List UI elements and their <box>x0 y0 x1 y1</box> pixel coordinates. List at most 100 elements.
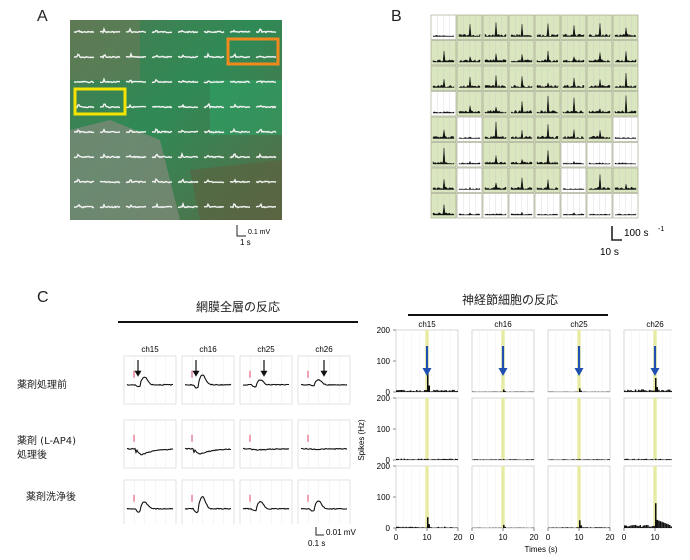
histogram-bar <box>565 527 567 528</box>
histogram-bar <box>400 458 403 460</box>
histogram-bar <box>436 459 438 460</box>
histogram-bar <box>625 391 627 392</box>
histogram-bar <box>563 459 565 460</box>
scale-time: 1 s <box>240 238 251 247</box>
y-tick-label: 100 <box>377 357 391 366</box>
histogram-bar <box>551 459 553 460</box>
histogram-bar <box>661 521 663 528</box>
rate-trace <box>458 160 481 165</box>
histogram-bar <box>653 390 655 392</box>
histogram-bar <box>625 458 627 460</box>
histogram-bar <box>561 527 564 528</box>
histogram-bar <box>408 390 410 392</box>
histogram-bar <box>397 526 399 528</box>
electrode-trace <box>74 53 95 59</box>
histogram-bar <box>400 527 403 528</box>
rate-trace <box>536 213 559 216</box>
highlight-box-yellow <box>73 87 127 116</box>
electrode-trace <box>125 154 147 159</box>
histogram-bar <box>662 390 665 392</box>
histogram-bar <box>636 391 638 392</box>
rate-trace <box>510 54 533 63</box>
electrode-trace <box>230 103 251 109</box>
histogram-bar <box>396 526 398 528</box>
histogram-bar <box>639 390 641 392</box>
histogram-bar <box>588 459 590 460</box>
histogram-bar <box>631 391 634 392</box>
histogram-bar <box>414 391 417 392</box>
erg-subpanel <box>181 479 235 524</box>
histogram-bar <box>513 459 516 460</box>
histogram-bar <box>440 527 443 528</box>
electrode-trace <box>255 55 277 59</box>
histogram-bar <box>448 527 451 528</box>
histogram-bar <box>577 459 579 460</box>
histogram-bar <box>579 388 581 392</box>
histogram-bar <box>641 526 643 528</box>
histogram-bar <box>572 459 575 460</box>
histogram-bar <box>414 526 417 528</box>
histogram-bar <box>627 389 629 392</box>
electrode-trace <box>229 178 251 184</box>
erg-channel-label: ch25 <box>257 345 275 354</box>
erg-panels: ch15 ch16 ch25 ch26 <box>123 345 351 524</box>
histogram-bar <box>417 527 420 528</box>
histogram-bar <box>641 389 643 392</box>
histogram-bar <box>577 527 579 528</box>
electrode-trace <box>177 129 199 134</box>
histogram-bar <box>665 459 668 460</box>
erg-waveform <box>126 501 174 513</box>
histogram-bar <box>413 459 415 460</box>
histogram-bar <box>530 459 533 460</box>
electrode-trace <box>229 80 251 84</box>
electrode-trace <box>203 154 225 159</box>
histogram-bar <box>419 527 421 528</box>
histogram-bar <box>662 522 665 528</box>
scale-time: 0.1 s <box>308 539 325 548</box>
histogram-bar <box>648 389 651 392</box>
histogram-bar <box>419 390 421 392</box>
erg-title-underline <box>118 321 358 323</box>
response-arrow-head <box>650 368 660 376</box>
rate-trace <box>588 130 611 139</box>
histogram-bar <box>580 525 582 528</box>
scale-voltage: 0.01 mV <box>326 528 356 537</box>
histogram-bar <box>431 459 434 460</box>
y-tick-label: 200 <box>377 462 391 471</box>
panel-a-scale-bar: 1 s 0.1 mV <box>236 225 271 247</box>
y-tick-label: 200 <box>377 394 391 403</box>
histogram-bar <box>408 526 410 528</box>
histogram-bar <box>439 459 441 460</box>
histogram-bar <box>664 523 666 528</box>
histogram-bar <box>427 458 429 460</box>
rate-trace <box>432 35 455 37</box>
histogram-bar <box>444 390 446 392</box>
histogram-bar <box>420 391 423 392</box>
histogram-bar <box>515 459 517 460</box>
histogram-bar <box>434 459 437 460</box>
histogram-bar <box>634 459 637 460</box>
electrode-trace <box>125 27 146 34</box>
histogram-bar <box>411 526 413 528</box>
electrode-trace <box>229 53 251 59</box>
histogram-bar <box>603 527 606 528</box>
rate-trace <box>562 25 585 37</box>
rate-trace <box>614 73 637 88</box>
histogram-bar <box>585 459 587 460</box>
histogram-bar <box>396 390 398 392</box>
histogram-bar <box>636 525 638 528</box>
erg-waveform <box>300 500 348 512</box>
y-tick-label: 0 <box>386 524 391 533</box>
histogram-bar <box>659 521 662 528</box>
histogram-bar <box>405 526 407 528</box>
histogram-bar <box>456 390 458 392</box>
histogram-bar <box>414 459 417 460</box>
histogram-bar <box>448 458 451 460</box>
electrode-trace <box>203 129 225 134</box>
histogram-bar <box>575 527 578 528</box>
histogram-bar <box>450 390 452 392</box>
histogram-bar <box>475 459 477 460</box>
histogram-bar <box>624 390 626 392</box>
rate-trace <box>588 162 611 165</box>
